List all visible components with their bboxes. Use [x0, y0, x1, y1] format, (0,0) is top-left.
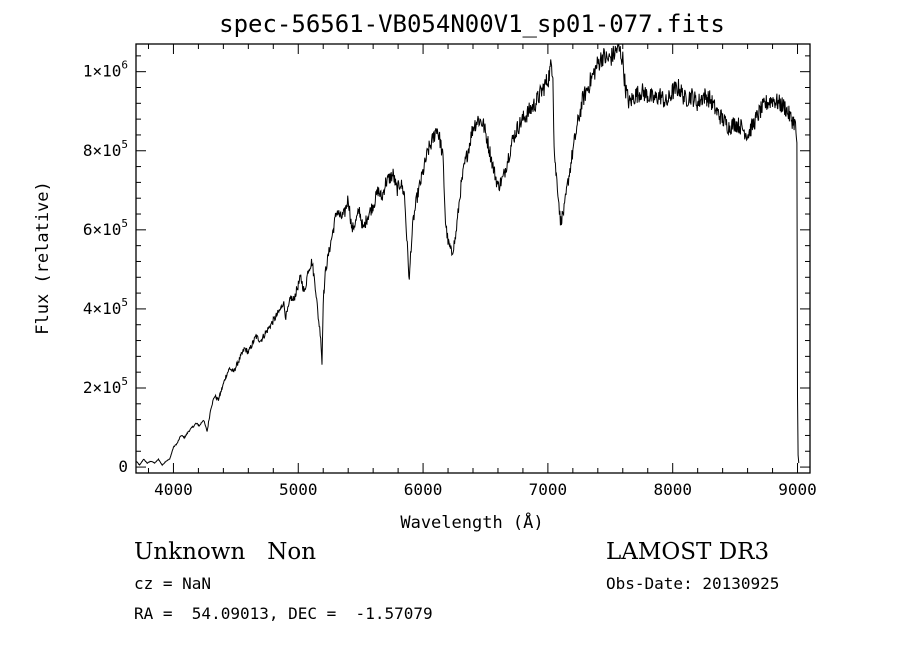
class-label: Unknown Non: [134, 539, 317, 565]
y-tick-mantissa: 2×10: [83, 378, 122, 397]
y-tick-mantissa: 1×10: [83, 62, 122, 81]
y-tick-label: 4×105: [83, 296, 128, 318]
obs-date-label: Obs-Date: 20130925: [606, 574, 780, 593]
axis-ticks: [136, 44, 810, 473]
survey-label: LAMOST DR3: [606, 539, 770, 565]
chart-title: spec-56561-VB054N00V1_sp01-077.fits: [219, 10, 725, 38]
x-tick-label: 5000: [279, 480, 318, 499]
x-tick-labels: 4000 5000 6000 7000 8000 9000: [154, 480, 817, 499]
y-tick-exponent: 5: [121, 296, 128, 309]
y-tick-exponent: 5: [121, 217, 128, 230]
x-tick-label: 6000: [404, 480, 443, 499]
y-axis-label: Flux (relative): [33, 181, 53, 335]
y-tick-mantissa: 6×10: [83, 220, 122, 239]
x-tick-label: 9000: [778, 480, 817, 499]
plot-frame: [135, 43, 811, 474]
y-tick-exponent: 5: [121, 138, 128, 151]
x-tick-label: 8000: [653, 480, 692, 499]
redshift-label: cz = NaN: [134, 574, 212, 593]
spectrum-line: [135, 43, 800, 467]
y-tick-label: 1×106: [83, 59, 128, 81]
y-tick-mantissa: 8×10: [83, 141, 122, 160]
y-tick-label: 2×105: [83, 375, 128, 397]
y-tick-label: 0: [118, 457, 128, 476]
y-tick-exponent: 5: [121, 375, 128, 388]
y-tick-exponent: 6: [121, 59, 128, 72]
x-axis-label: Wavelength (Å): [400, 511, 543, 533]
coordinates-label: RA = 54.09013, DEC = -1.57079: [134, 604, 433, 623]
x-tick-label: 4000: [154, 480, 193, 499]
y-tick-label: 6×105: [83, 217, 128, 239]
y-tick-mantissa: 4×10: [83, 299, 122, 318]
y-tick-mantissa: 0: [118, 457, 128, 476]
y-tick-label: 8×105: [83, 138, 128, 160]
x-tick-label: 7000: [529, 480, 568, 499]
